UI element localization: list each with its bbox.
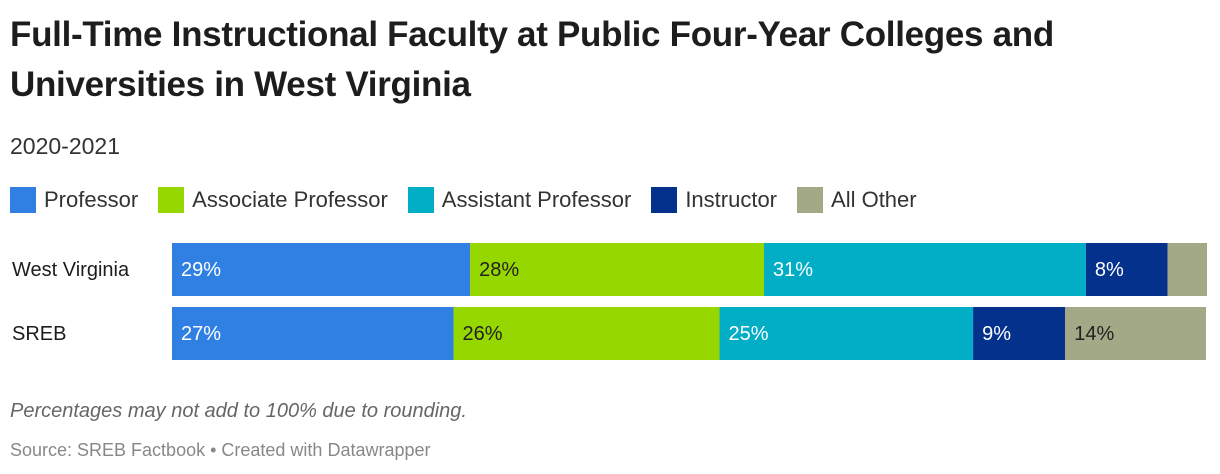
value-label: 9% (982, 323, 1011, 345)
value-label: 14% (1074, 323, 1114, 345)
value-label: 31% (773, 259, 813, 281)
value-label: 29% (181, 259, 221, 281)
legend-swatch (10, 187, 36, 213)
legend-label: All Other (831, 187, 917, 212)
value-label: 25% (729, 323, 769, 345)
bar-segment (973, 307, 1066, 360)
value-label: 26% (463, 323, 503, 345)
legend-swatch (158, 187, 185, 213)
legend-label: Associate Professor (192, 187, 388, 212)
legend-item: Instructor (651, 187, 777, 213)
legend-item: Assistant Professor (407, 187, 632, 213)
bar-segment (1065, 307, 1206, 360)
bar-segment (1085, 243, 1168, 296)
legend-swatch (797, 187, 824, 213)
legend-swatch (651, 187, 678, 213)
bar-segment (453, 307, 720, 360)
value-label: 8% (1095, 259, 1124, 281)
chart-subtitle: 2020-2021 (10, 133, 120, 159)
value-label: 27% (181, 323, 221, 345)
legend: Professor Associate Professor Assistant Pr… (10, 187, 937, 213)
legend-label: Instructor (685, 187, 778, 212)
source: Source: SREB Factbook • Created with Dat… (10, 440, 431, 460)
legend-swatch (407, 187, 434, 213)
chart-title: Full-Time Instructional Faculty at Publi… (10, 15, 1054, 104)
bar-segment (1167, 243, 1207, 296)
note: Percentages may not add to 100% due to r… (10, 400, 467, 422)
legend-item: All Other (797, 187, 917, 213)
legend-item: Associate Professor (158, 187, 388, 213)
bar-segment (172, 243, 471, 296)
category-label: SREB (12, 323, 66, 345)
bar-segment (764, 243, 1086, 296)
value-label: 28% (479, 259, 519, 281)
legend-label: Professor (44, 187, 139, 212)
legend-item: Professor (10, 187, 138, 213)
bar-segment (172, 307, 454, 360)
category-label: West Virginia (12, 259, 130, 281)
bar-segment (719, 307, 974, 360)
legend-label: Assistant Professor (441, 187, 632, 212)
bar-segment (470, 243, 765, 296)
chart: West Virginia 29% 28% 31% 8% SREB 27% 26% 25% 9% 1… (12, 243, 1207, 360)
